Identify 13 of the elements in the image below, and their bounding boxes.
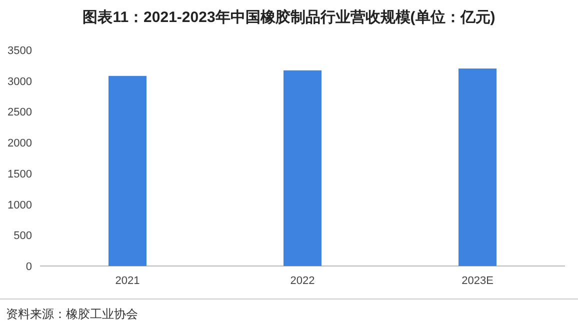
- y-tick-label: 0: [26, 261, 32, 273]
- y-tick-label: 1500: [8, 168, 32, 180]
- x-tick-label: 2023E: [462, 275, 494, 287]
- y-tick-label: 3500: [8, 45, 32, 57]
- y-tick-label: 3000: [8, 76, 32, 88]
- chart-title: 图表11：2021-2023年中国橡胶制品行业营收规模(单位：亿元): [82, 8, 496, 26]
- text: 资料来源：橡胶工业协会: [6, 307, 138, 321]
- y-tick-label: 2000: [8, 138, 32, 150]
- y-tick-label: 500: [14, 230, 32, 242]
- y-tick-label: 2500: [8, 106, 32, 119]
- y-tick-label: 1000: [8, 199, 32, 212]
- x-tick-label: 2022: [290, 275, 315, 287]
- x-tick-label: 2021: [115, 275, 140, 287]
